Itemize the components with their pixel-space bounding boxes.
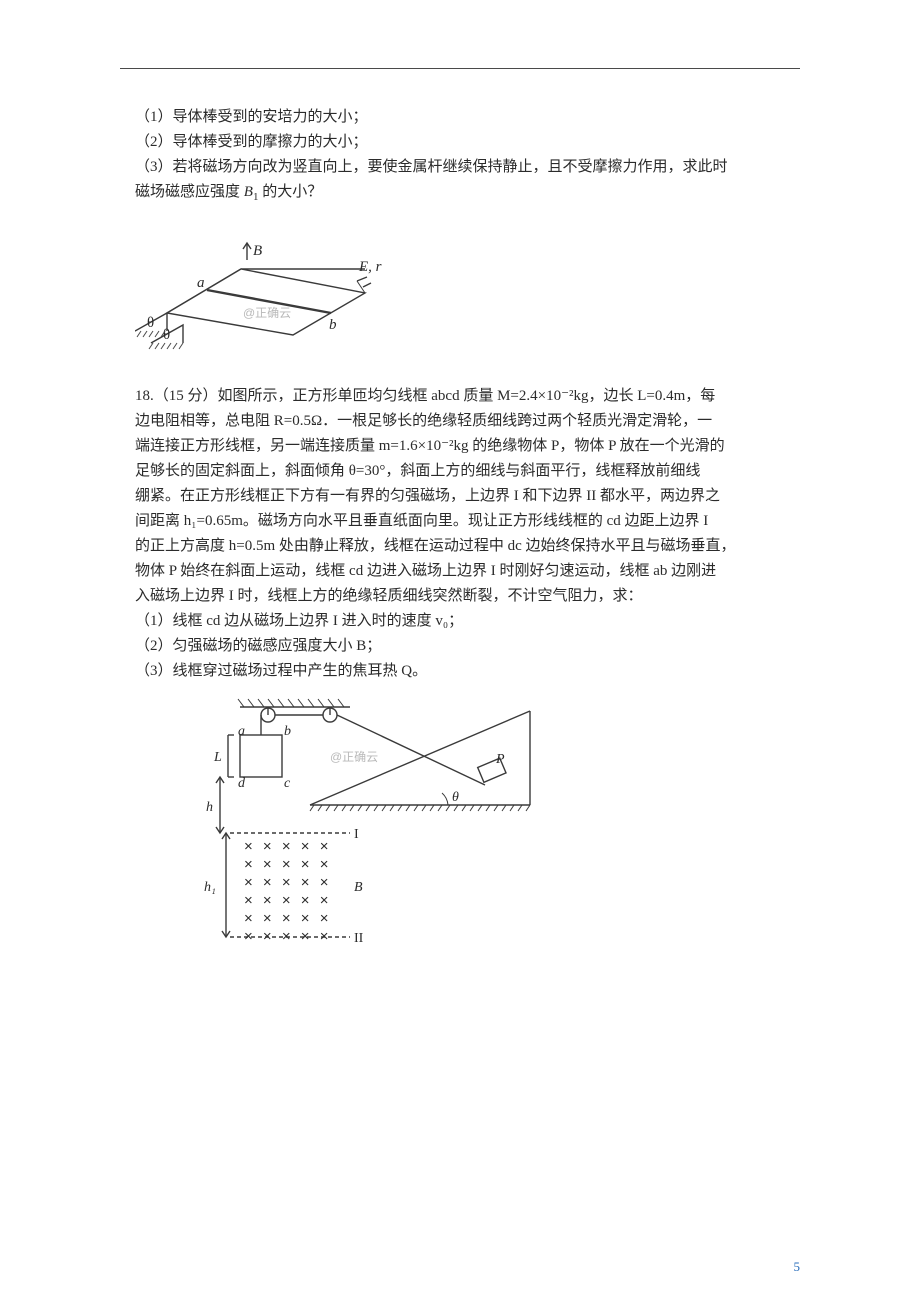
fig2-I: I bbox=[354, 827, 359, 842]
q18-l2: 边电阻相等，总电阻 R=0.5Ω．一根足够长的绝缘轻质细线跨过两个轻质光滑定滑轮… bbox=[135, 409, 800, 433]
q17-sub1: （1）导体棒受到的安培力的大小； bbox=[135, 105, 800, 129]
page-root: （1）导体棒受到的安培力的大小； （2）导体棒受到的摩擦力的大小； （3）若将磁… bbox=[0, 0, 920, 1302]
fig2-xr1: × × × × × bbox=[244, 838, 331, 855]
q18-q2: （2）匀强磁场的磁感应强度大小 B； bbox=[135, 634, 800, 658]
q18-l8: 物体 P 始终在斜面上运动，线框 cd 边进入磁场上边界 I 时刚好匀速运动，线… bbox=[135, 559, 800, 583]
fig2-xr4: × × × × × bbox=[244, 892, 331, 909]
fig2-L: L bbox=[213, 750, 222, 765]
q18-l3: 端连接正方形线框，另一端连接质量 m=1.6×10⁻²kg 的绝缘物体 P，物体… bbox=[135, 434, 800, 458]
q17-var-B1: B bbox=[244, 184, 253, 200]
q17-sub3b-pre: 磁场磁感应强度 bbox=[135, 184, 244, 200]
q18-l4: 足够长的固定斜面上，斜面倾角 θ=30°，斜面上方的细线与斜面平行，线框释放前细… bbox=[135, 459, 800, 483]
fig2-B: B bbox=[354, 880, 363, 895]
figure-2: a b c d L h bbox=[190, 693, 800, 961]
q18-q1: （1）线框 cd 边从磁场上边界 I 进入时的速度 v₀； bbox=[135, 609, 800, 633]
fig2-watermark: @正确云 bbox=[330, 750, 378, 764]
fig2-a: a bbox=[238, 724, 245, 739]
q17-sub2: （2）导体棒受到的摩擦力的大小； bbox=[135, 130, 800, 154]
header-rule bbox=[120, 68, 800, 69]
fig2-h1: h₁ bbox=[204, 880, 216, 895]
fig2-h: h bbox=[206, 800, 213, 815]
fig2-II: II bbox=[354, 931, 364, 946]
page-number: 5 bbox=[794, 1257, 801, 1278]
q18-q3: （3）线框穿过磁场过程中产生的焦耳热 Q。 bbox=[135, 659, 800, 683]
figure-1-svg: a b B E, r θ θ bbox=[135, 225, 395, 350]
fig2-xr5: × × × × × bbox=[244, 910, 331, 927]
fig2-theta: θ bbox=[452, 790, 459, 805]
figure-1: a b B E, r θ θ bbox=[135, 225, 800, 358]
fig1-theta1: θ bbox=[147, 315, 154, 331]
fig1-label-a: a bbox=[197, 275, 205, 291]
q18-l9: 入磁场上边界 I 时，线框上方的绝缘轻质细线突然断裂，不计空气阻力，求： bbox=[135, 584, 800, 608]
q18-l5: 绷紧。在正方形线框正下方有一有界的匀强磁场，上边界 I 和下边界 II 都水平，… bbox=[135, 484, 800, 508]
fig1-label-B: B bbox=[253, 243, 262, 259]
fig1-theta2: θ bbox=[163, 327, 170, 343]
fig1-watermark: @正确云 bbox=[243, 306, 291, 320]
q17-sub3b: 磁场磁感应强度 B1 的大小？ bbox=[135, 180, 800, 207]
figure-2-svg: a b c d L h bbox=[190, 693, 550, 953]
fig2-c: c bbox=[284, 776, 291, 791]
fig1-label-b: b bbox=[329, 317, 337, 333]
q18-l7: 的正上方高度 h=0.5m 处由静止释放，线框在运动过程中 dc 边始终保持水平… bbox=[135, 534, 800, 558]
content-area: （1）导体棒受到的安培力的大小； （2）导体棒受到的摩擦力的大小； （3）若将磁… bbox=[135, 60, 800, 961]
fig1-label-Er: E, r bbox=[358, 259, 382, 275]
fig2-b: b bbox=[284, 724, 291, 739]
q18-l1: 18.（15 分）如图所示，正方形单匝均匀线框 abcd 质量 M=2.4×10… bbox=[135, 384, 800, 408]
fig2-d: d bbox=[238, 776, 246, 791]
fig2-xr3: × × × × × bbox=[244, 874, 331, 891]
q17-sub3b-post: 的大小？ bbox=[258, 184, 322, 200]
fig2-xr6: × × × × × bbox=[244, 928, 331, 945]
fig2-P: P bbox=[495, 752, 505, 767]
q17-sub3a: （3）若将磁场方向改为竖直向上，要使金属杆继续保持静止，且不受摩擦力作用，求此时 bbox=[135, 155, 800, 179]
q18-l6: 间距离 h₁=0.65m。磁场方向水平且垂直纸面向里。现让正方形线线框的 cd … bbox=[135, 509, 800, 533]
fig2-xr2: × × × × × bbox=[244, 856, 331, 873]
